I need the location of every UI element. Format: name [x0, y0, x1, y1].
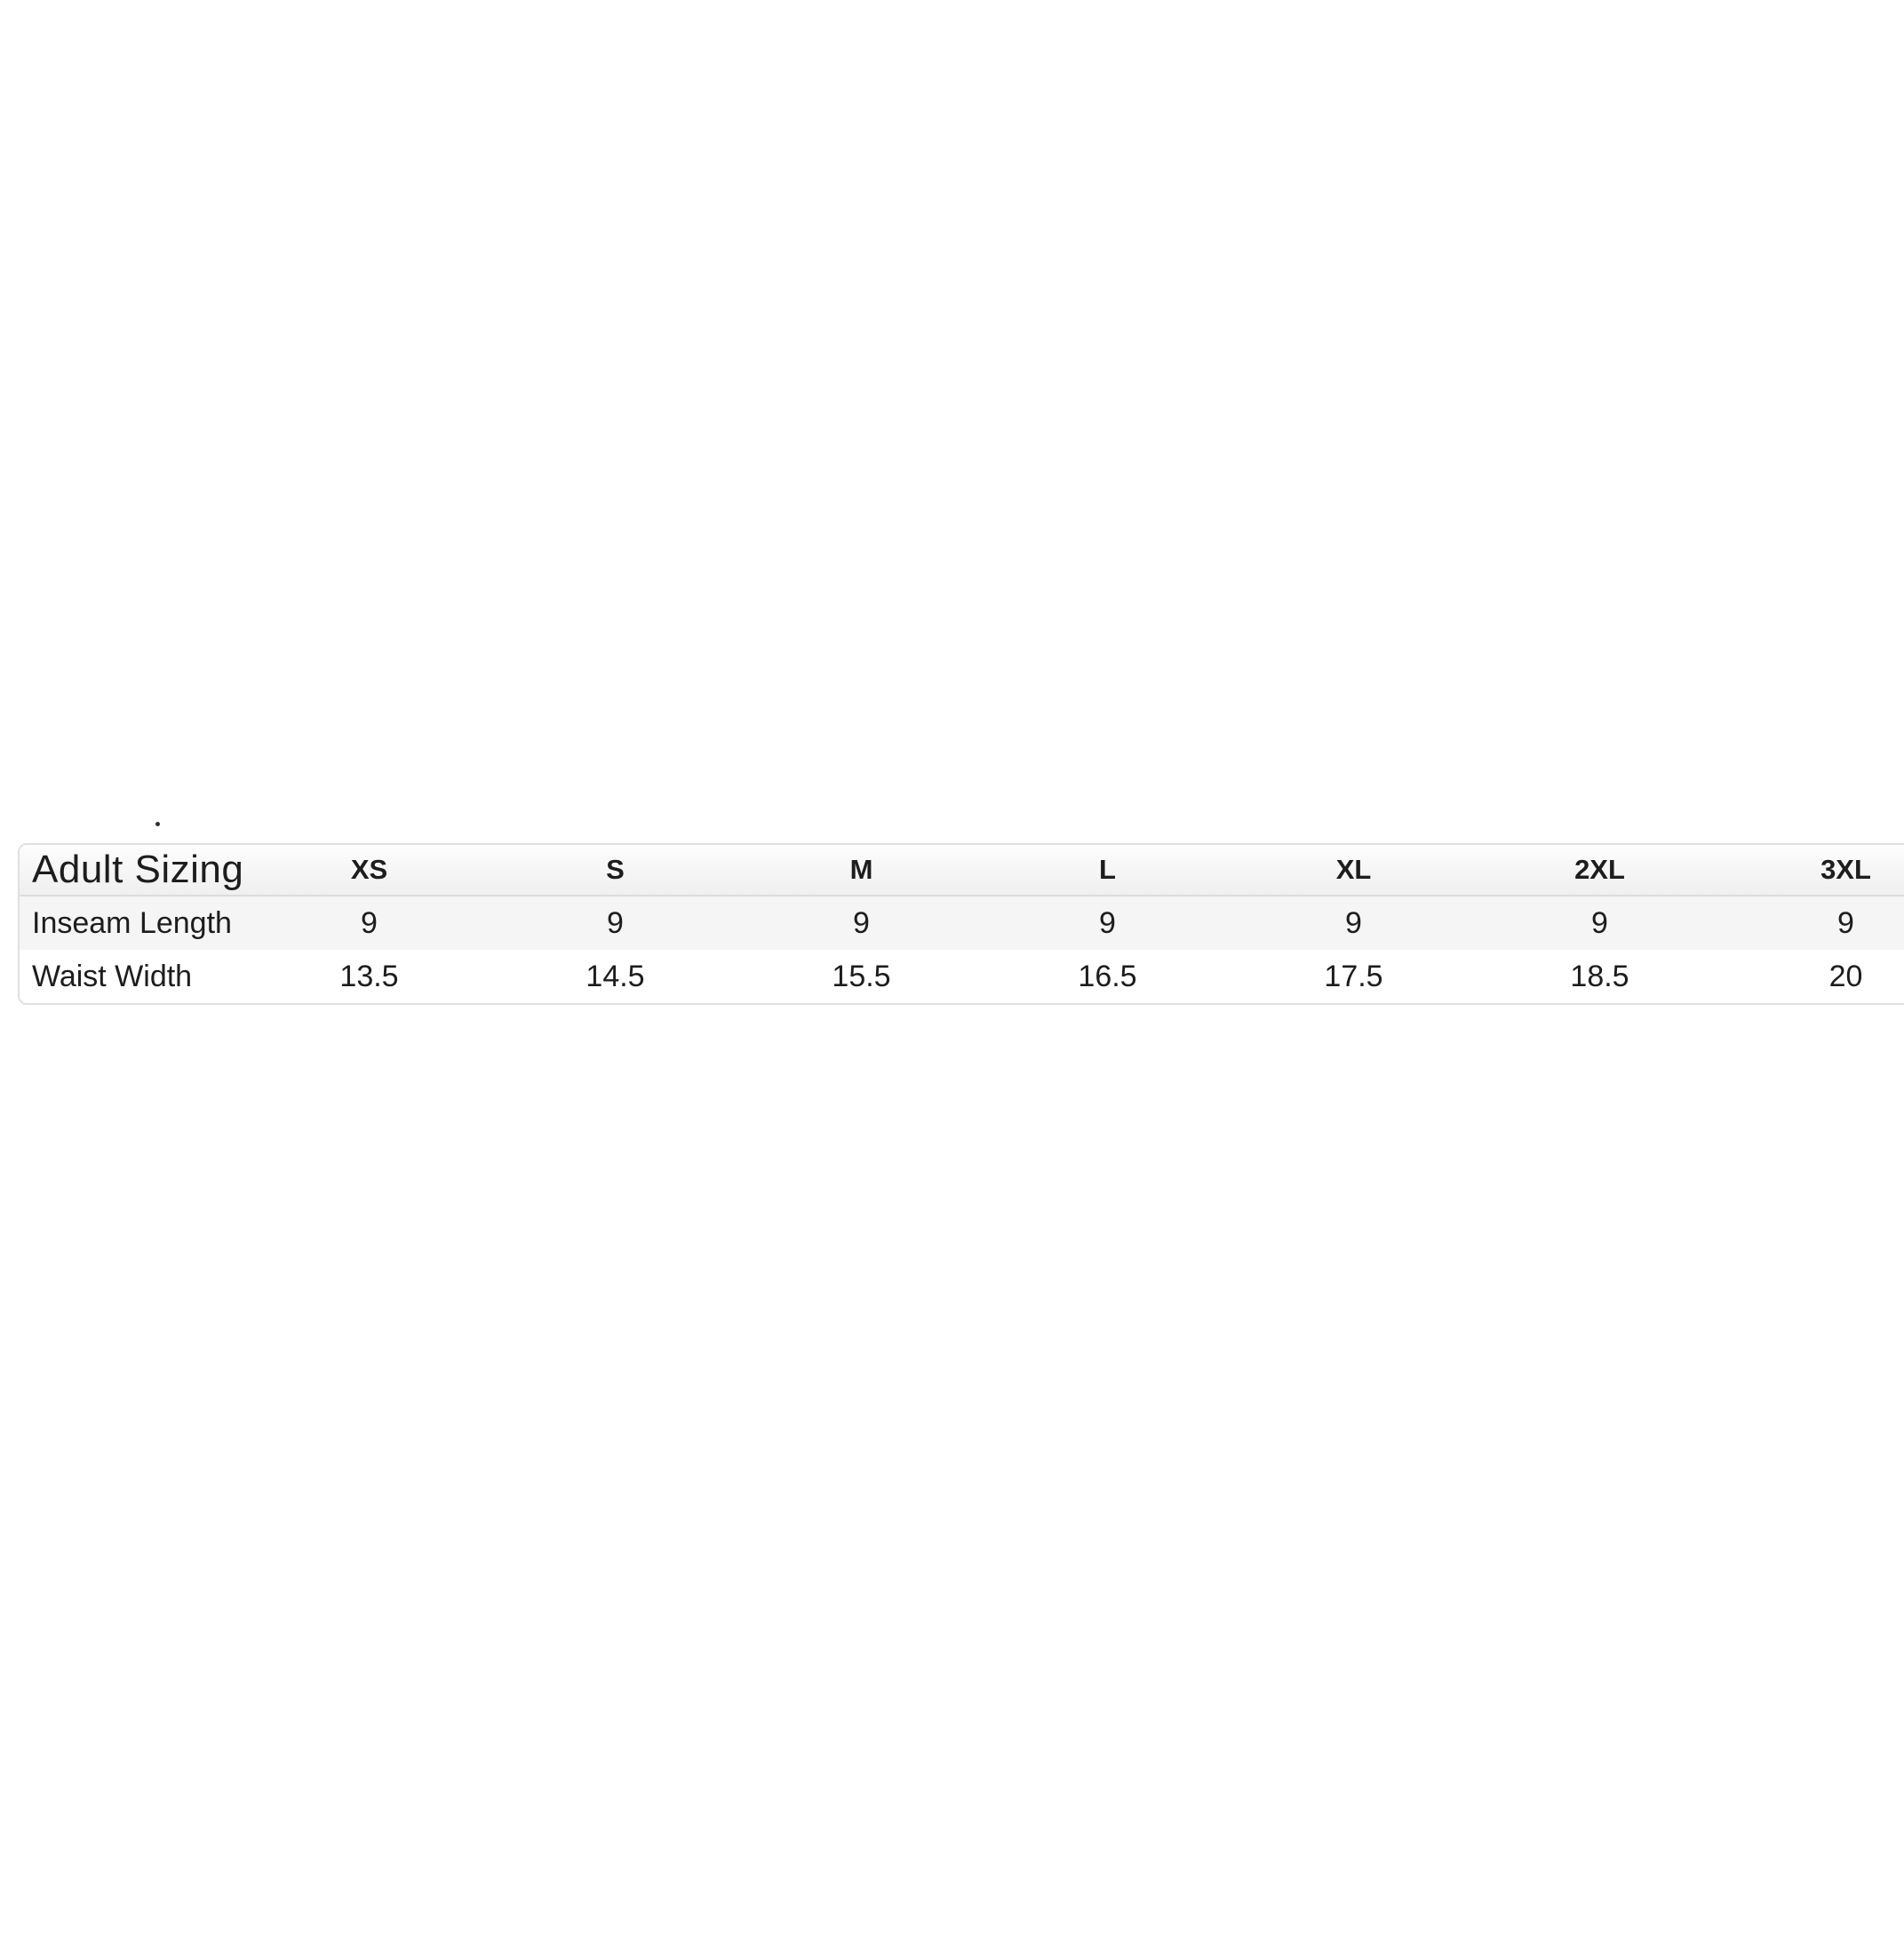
size-value-cell: 17.5 — [1324, 959, 1383, 993]
size-column-header-l: L — [984, 845, 1231, 896]
size-column-header-m: M — [738, 845, 984, 896]
sizing-table-container: Adult Sizing XS S M L XL 2XL 3XL Inseam … — [18, 843, 1904, 1005]
size-column-header-xs: XS — [246, 845, 492, 896]
size-value-cell: 9 — [1231, 896, 1477, 950]
header-row: Adult Sizing XS S M L XL 2XL 3XL — [20, 845, 1904, 896]
size-value-cell: 15.5 — [832, 959, 891, 993]
stray-dot — [155, 822, 160, 826]
size-value-cell: 16.5 — [1078, 959, 1137, 993]
size-column-header-2xl: 2XL — [1477, 845, 1723, 896]
table-title: Adult Sizing — [20, 845, 246, 896]
size-value-cell: 9 — [246, 896, 492, 950]
size-value-cell: 14.5 — [586, 959, 645, 993]
sizing-table-body: Inseam Length 9 9 9 9 9 9 9 Waist Width … — [20, 896, 1904, 1003]
size-value-cell: 9 — [738, 896, 984, 950]
size-column-header-3xl: 3XL — [1723, 845, 1904, 896]
row-label: Waist Width — [32, 959, 193, 993]
size-column-header-xl: XL — [1231, 845, 1477, 896]
sizing-table-header: Adult Sizing XS S M L XL 2XL 3XL — [20, 845, 1904, 896]
table-row-waist-width: Waist Width 13.5 14.5 15.5 16.5 17.5 18.… — [20, 950, 1904, 1003]
table-row-inseam-length: Inseam Length 9 9 9 9 9 9 9 — [20, 896, 1904, 950]
size-value-cell: 9 — [492, 896, 738, 950]
size-value-cell: 20 — [1828, 959, 1863, 993]
adult-sizing-table: Adult Sizing XS S M L XL 2XL 3XL Inseam … — [18, 843, 1904, 1005]
size-column-header-s: S — [492, 845, 738, 896]
size-value-cell: 9 — [1723, 896, 1904, 950]
size-value-cell: 9 — [984, 896, 1231, 950]
size-value-cell: 13.5 — [339, 959, 399, 993]
row-label: Inseam Length — [20, 896, 246, 950]
size-value-cell: 18.5 — [1570, 959, 1629, 993]
size-value-cell: 9 — [1477, 896, 1723, 950]
